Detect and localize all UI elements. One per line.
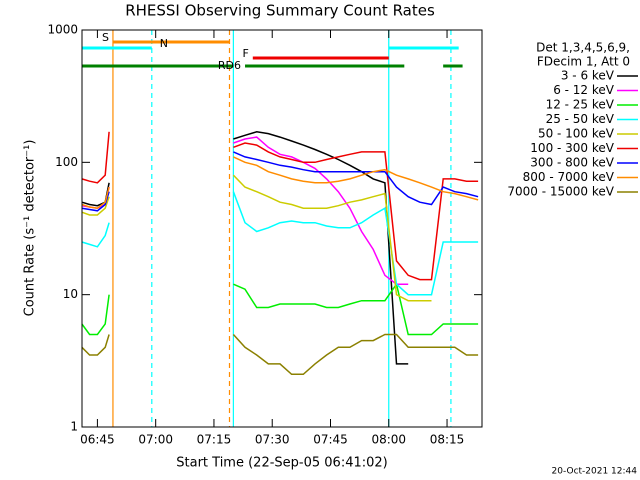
legend-label: 3 - 6 keV bbox=[561, 69, 615, 83]
y-axis-label: Count Rate (s⁻¹ detector⁻¹) bbox=[23, 140, 38, 317]
timestamp: 20-Oct-2021 12:44 bbox=[552, 467, 638, 477]
x-tick-label: 07:15 bbox=[197, 433, 232, 447]
flag-label: RD6 bbox=[218, 59, 241, 72]
x-tick-label: 08:00 bbox=[371, 433, 406, 447]
x-axis-label: Start Time (22-Sep-05 06:41:02) bbox=[176, 456, 387, 471]
x-tick-label: 08:15 bbox=[430, 433, 465, 447]
data-line bbox=[81, 282, 479, 336]
x-tick-label: 07:45 bbox=[313, 433, 348, 447]
data-line bbox=[81, 333, 479, 376]
flag-label: F bbox=[242, 47, 248, 60]
x-tick-label: 07:00 bbox=[138, 433, 173, 447]
plot-frame bbox=[81, 29, 483, 428]
y-tick-label: 1 bbox=[70, 420, 78, 434]
data-line bbox=[81, 174, 432, 302]
legend-label: 300 - 800 keV bbox=[530, 156, 614, 170]
data-line bbox=[81, 151, 479, 212]
data-line bbox=[81, 156, 479, 209]
legend-header: FDecim 1, Att 0 bbox=[537, 55, 630, 69]
legend-label: 100 - 300 keV bbox=[530, 141, 614, 155]
flag-label: N bbox=[160, 37, 168, 50]
legend-label: 25 - 50 keV bbox=[546, 112, 615, 126]
chart-title: RHESSI Observing Summary Count Rates bbox=[125, 2, 435, 20]
legend-label: 800 - 7000 keV bbox=[523, 170, 615, 184]
legend-label: 6 - 12 keV bbox=[553, 83, 615, 97]
y-tick-label: 10 bbox=[63, 287, 78, 301]
legend-label: 12 - 25 keV bbox=[546, 98, 615, 112]
legend-header: Det 1,3,4,5,6,9, bbox=[536, 41, 630, 55]
data-line bbox=[81, 191, 479, 296]
legend-label: 7000 - 15000 keV bbox=[507, 185, 614, 199]
y-tick-label: 100 bbox=[55, 155, 78, 169]
x-tick-label: 06:45 bbox=[80, 433, 115, 447]
flag-label: S bbox=[102, 31, 109, 44]
y-tick-label: 1000 bbox=[47, 23, 78, 37]
legend-label: 50 - 100 keV bbox=[538, 127, 615, 141]
x-tick-label: 07:30 bbox=[255, 433, 290, 447]
data-line bbox=[81, 131, 479, 281]
